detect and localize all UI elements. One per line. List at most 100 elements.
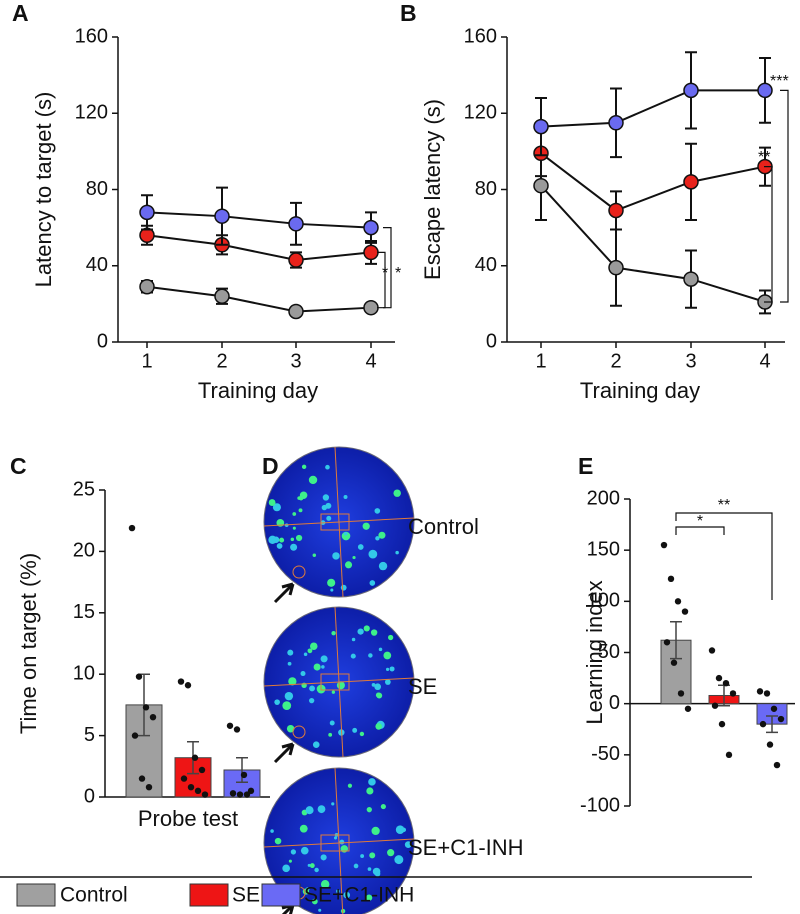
x-tick-label: 2 bbox=[610, 350, 621, 372]
heat-spot bbox=[371, 826, 380, 836]
data-point bbox=[711, 702, 719, 709]
heat-spot bbox=[387, 849, 395, 857]
heat-spot bbox=[389, 666, 395, 672]
marker bbox=[608, 259, 624, 276]
y-axis-label: Learning index bbox=[582, 580, 607, 724]
annotation: ** bbox=[718, 497, 730, 514]
error-bar bbox=[670, 621, 682, 660]
heat-spot bbox=[307, 863, 311, 867]
marker bbox=[757, 82, 773, 99]
data-point bbox=[201, 791, 209, 798]
heat-spot bbox=[305, 806, 314, 815]
panel-letter: E bbox=[578, 453, 593, 479]
marker bbox=[533, 177, 549, 194]
heat-spot bbox=[375, 723, 382, 730]
marker bbox=[683, 174, 699, 190]
heat-spot bbox=[369, 580, 376, 586]
heat-spot bbox=[287, 661, 292, 666]
heat-spot bbox=[307, 648, 313, 654]
heat-spot bbox=[351, 637, 356, 642]
heat-spot bbox=[303, 652, 308, 657]
x-tick-label: 1 bbox=[535, 350, 546, 372]
annotation: * bbox=[395, 265, 401, 282]
target bbox=[292, 725, 306, 739]
heat-spot bbox=[320, 655, 328, 663]
heat-spot bbox=[336, 889, 340, 893]
heat-spot bbox=[378, 647, 383, 652]
heat-spot bbox=[300, 670, 306, 677]
heat-spot bbox=[309, 685, 316, 692]
heat-spot bbox=[312, 553, 317, 557]
legend-swatch bbox=[16, 883, 56, 907]
error-bar bbox=[236, 756, 248, 784]
heat-spot bbox=[320, 880, 330, 889]
annotation: *** bbox=[770, 73, 789, 90]
heat-spot bbox=[320, 854, 327, 861]
heat-spot bbox=[363, 625, 370, 632]
y-tick-label: 20 bbox=[73, 540, 95, 562]
line bbox=[146, 234, 372, 262]
heatmap-label: SE bbox=[408, 674, 437, 699]
data-point bbox=[770, 705, 778, 712]
heat-spot bbox=[394, 855, 404, 865]
crosshair bbox=[334, 606, 344, 758]
heat-spot bbox=[374, 508, 381, 514]
data-point bbox=[240, 771, 248, 779]
y-tick-label: -100 bbox=[580, 794, 620, 816]
heat-spot bbox=[322, 494, 330, 501]
heat-spot bbox=[314, 867, 319, 873]
y-tick-label: 150 bbox=[587, 538, 620, 560]
data-point bbox=[773, 761, 781, 769]
heat-spot bbox=[378, 531, 386, 539]
heat-spot bbox=[310, 642, 318, 650]
heat-spot bbox=[365, 894, 373, 901]
line bbox=[146, 285, 372, 313]
heat-spot bbox=[347, 783, 353, 788]
x-tick-label: 3 bbox=[290, 350, 301, 372]
heat-spot bbox=[380, 804, 386, 810]
heat-spot bbox=[290, 543, 298, 551]
data-point bbox=[149, 713, 157, 721]
data-point bbox=[226, 722, 234, 729]
data-point bbox=[229, 790, 237, 797]
y-tick-label: 25 bbox=[73, 478, 95, 500]
heat-spot bbox=[309, 863, 315, 869]
bracket bbox=[780, 89, 789, 303]
panel-letter: B bbox=[400, 0, 417, 26]
heat-spot bbox=[268, 499, 276, 506]
data-point bbox=[177, 678, 185, 685]
marker bbox=[139, 278, 155, 295]
y-tick-label: 120 bbox=[75, 102, 108, 124]
platform bbox=[320, 513, 350, 531]
y-tick-label: 120 bbox=[464, 102, 497, 124]
marker bbox=[214, 208, 230, 224]
heat-spot bbox=[317, 805, 326, 814]
data-point bbox=[729, 690, 737, 697]
y-tick-label: 40 bbox=[86, 254, 108, 276]
heat-spot bbox=[383, 651, 392, 660]
heat-spot bbox=[284, 691, 294, 701]
y-tick-label: 0 bbox=[609, 692, 620, 714]
data-point bbox=[684, 705, 692, 712]
heat-spot bbox=[378, 561, 388, 571]
heat-spot bbox=[318, 908, 322, 912]
y-tick-label: 0 bbox=[97, 330, 108, 352]
heat-spot bbox=[308, 697, 315, 704]
heat-spot bbox=[328, 732, 333, 737]
error-bar bbox=[766, 715, 778, 734]
bracket bbox=[383, 227, 392, 309]
heat-spot bbox=[343, 891, 351, 899]
data-point bbox=[236, 791, 244, 798]
heat-spot bbox=[375, 536, 380, 541]
crosshair bbox=[334, 767, 344, 914]
y-axis-label: Escape latency (s) bbox=[420, 99, 445, 280]
heat-spot bbox=[290, 537, 295, 542]
heat-spot bbox=[331, 802, 335, 806]
heat-spot bbox=[393, 489, 401, 497]
heat-spot bbox=[369, 852, 376, 859]
heatmap-label: SE+C1-INH bbox=[408, 835, 524, 860]
legend-label: SE bbox=[232, 884, 260, 907]
heat-spot bbox=[312, 741, 320, 748]
y-tick-label: 5 bbox=[84, 724, 95, 746]
heat-spot bbox=[286, 724, 295, 733]
